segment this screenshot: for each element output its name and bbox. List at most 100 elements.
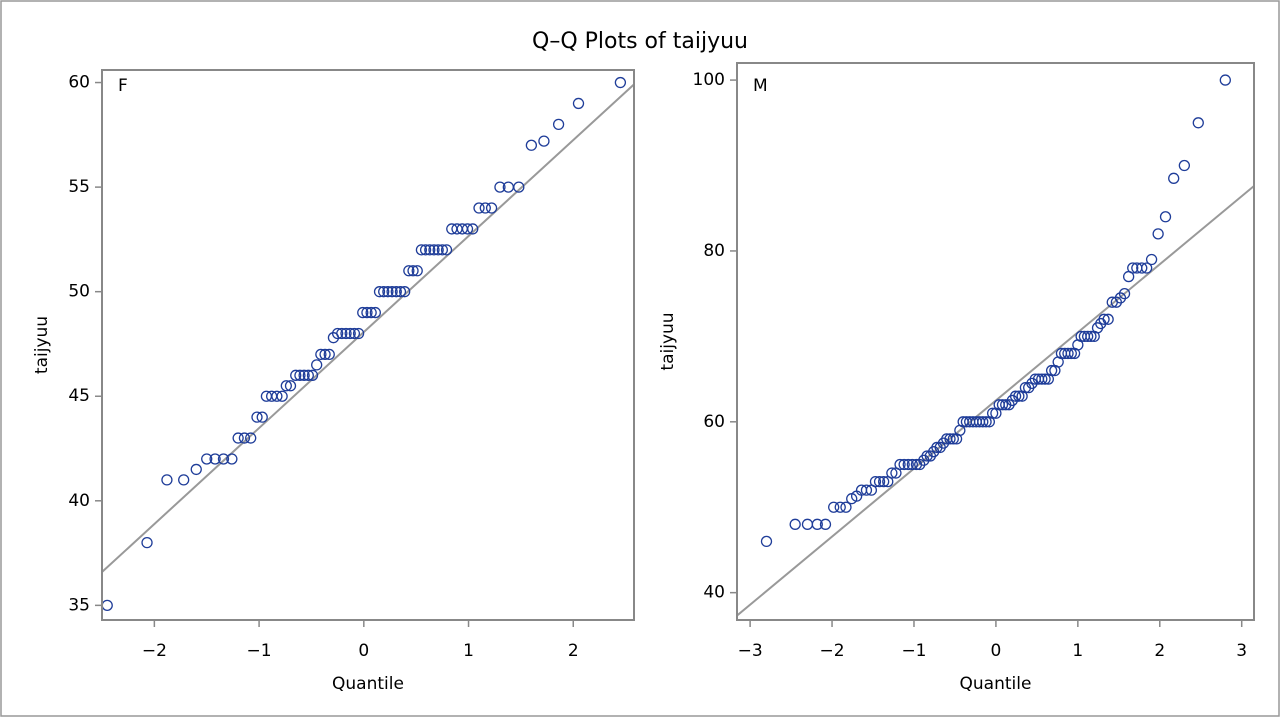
data-point [1013,390,1025,402]
data-point [473,202,485,214]
data-point [1178,159,1191,172]
data-point [1039,373,1051,385]
data-point [1152,228,1164,240]
data-point [760,535,773,548]
plot-frame [101,69,635,621]
data-point [828,501,840,513]
data-point [840,501,852,513]
data-point [315,348,327,361]
data-point [344,327,356,340]
data-point [251,411,263,423]
data-point [336,327,348,340]
data-point [479,202,491,214]
data-point [323,348,335,361]
data-point [894,458,906,471]
data-point [294,369,306,381]
data-point [419,244,432,256]
data-point [276,390,288,402]
panel-label: F [118,76,128,96]
figure-title: Q–Q Plots of taijyuu [532,29,748,54]
data-point [302,369,314,381]
data-point [494,181,506,193]
data-point [178,474,190,486]
data-point [572,97,585,110]
x-tick-label: −2 [820,641,845,661]
y-tick-label: 50 [68,282,90,302]
y-tick-label: 60 [703,412,725,432]
y-tick-label: 35 [68,595,90,615]
data-point [1136,262,1148,274]
data-point [886,467,898,479]
data-point [467,223,479,235]
y-tick-label: 45 [68,386,90,406]
data-point [789,518,801,530]
data-point [1219,74,1231,86]
data-point [390,286,402,298]
data-point [1085,330,1097,343]
data-point [440,244,453,256]
data-point [238,432,251,444]
x-tick-label: 2 [1154,641,1165,661]
data-point [461,223,474,235]
data-point [513,181,525,193]
data-point [403,265,415,277]
data-point [361,306,373,319]
data-point [1098,313,1110,325]
data-point [1065,347,1077,360]
data-point [290,369,302,381]
data-point [424,244,436,256]
data-point [538,135,550,147]
data-point [947,433,959,445]
y-axis-label: taijyuu [658,312,678,370]
x-axis-label: Quantile [960,674,1032,694]
x-axis-label: Quantile [332,674,404,694]
data-point [217,453,230,465]
data-point [369,306,381,319]
data-point [1062,347,1074,360]
x-tick-label: 2 [568,641,579,661]
x-tick-label: 0 [358,641,369,661]
data-point [141,536,153,549]
data-point [232,432,244,444]
data-point [280,380,292,392]
data-point [428,244,440,256]
data-point [980,416,992,428]
data-point [357,306,369,319]
data-point [411,265,423,277]
data-point [373,286,386,298]
data-point [271,390,283,402]
y-axis-label: taijyuu [32,316,52,374]
y-tick-label: 100 [693,70,725,90]
data-point [340,327,352,340]
data-point [1168,172,1180,184]
data-point [1036,373,1048,385]
data-point [348,327,361,340]
data-point [898,458,910,471]
data-point [382,286,394,298]
data-point [1009,390,1022,402]
data-point [986,407,999,419]
data-point [614,76,627,89]
data-point [819,518,832,530]
y-tick-label: 40 [703,583,725,603]
data-point [311,359,323,371]
data-point [525,139,538,151]
data-point [407,265,419,277]
data-point [869,475,882,488]
x-tick-label: −2 [142,641,167,661]
data-point [834,501,846,513]
data-point [1045,364,1058,377]
y-tick-label: 60 [68,73,90,93]
plot-area [102,76,634,612]
plot-frame [736,62,1255,621]
data-point [386,286,398,298]
data-point [1102,313,1114,325]
data-point [201,453,213,465]
data-point [552,118,565,131]
panel-label: M [753,76,768,96]
data-point [415,244,428,256]
x-tick-label: 3 [1236,641,1247,661]
data-point [161,474,173,486]
